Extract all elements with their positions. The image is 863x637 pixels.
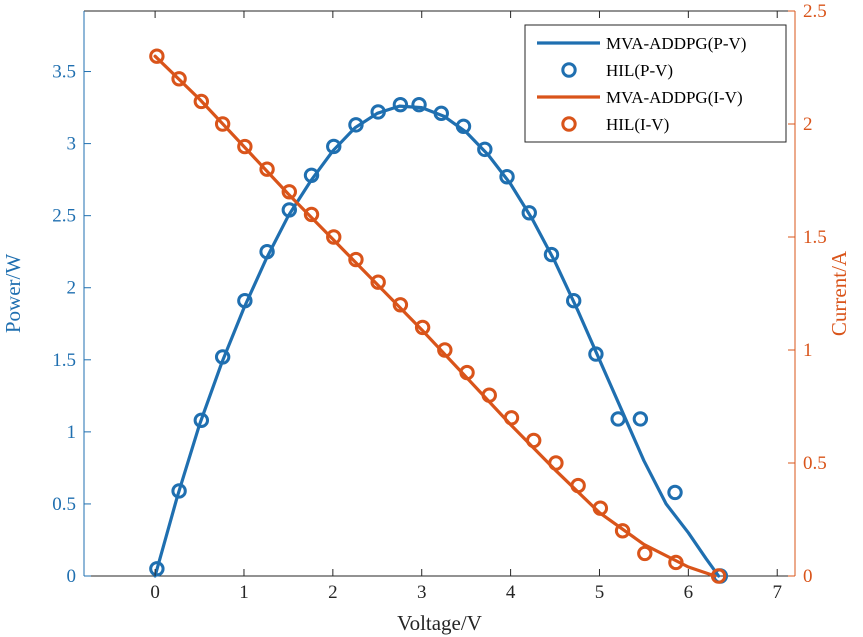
data-point	[149, 48, 165, 64]
data-point	[614, 523, 631, 539]
legend-label: MVA-ADDPG(P-V)	[606, 34, 746, 53]
x-tick-label: 7	[772, 582, 782, 603]
x-axis-label: Voltage/V	[397, 611, 482, 635]
data-point	[481, 387, 497, 403]
legend-item: MVA-ADDPG(I-V)	[537, 88, 743, 107]
data-point	[348, 251, 364, 268]
series-line	[153, 54, 717, 578]
x-tick-label: 5	[595, 582, 605, 603]
data-point	[710, 568, 727, 584]
x-tick-label: 1	[239, 582, 249, 603]
data-point	[237, 293, 253, 309]
data-point	[548, 455, 564, 471]
legend-marker-swatch	[561, 62, 577, 78]
series-2	[153, 54, 717, 578]
y-left-tick-label: 0	[67, 566, 77, 587]
data-point	[303, 206, 320, 223]
x-tick-label: 4	[506, 582, 516, 603]
legend-item: MVA-ADDPG(P-V)	[537, 34, 746, 53]
series-0	[153, 104, 721, 578]
data-point	[455, 118, 472, 135]
data-point	[303, 167, 320, 184]
data-point	[610, 411, 626, 427]
series-1	[149, 96, 729, 584]
legend-label: HIL(P-V)	[606, 61, 673, 80]
data-point	[214, 116, 231, 132]
data-point	[433, 105, 449, 122]
y-left-axis-label: Power/W	[1, 254, 25, 333]
data-point	[326, 138, 342, 155]
x-tick-label: 2	[328, 582, 338, 603]
y-right-tick-label: 0	[803, 566, 813, 587]
data-point	[437, 342, 453, 358]
legend-marker-swatch	[561, 116, 577, 132]
data-point	[632, 411, 649, 427]
data-point	[392, 96, 409, 113]
data-point	[592, 500, 609, 516]
y-right-tick-label: 2	[803, 114, 813, 135]
data-point	[237, 138, 253, 155]
data-point	[392, 297, 409, 313]
y-right-axis-label: Current/A	[827, 250, 851, 336]
data-point	[526, 432, 542, 449]
data-point	[326, 229, 342, 245]
data-point	[193, 412, 210, 429]
x-tick-label: 0	[150, 582, 160, 603]
data-point	[667, 484, 683, 501]
data-point	[668, 554, 684, 571]
x-tick-label: 6	[684, 582, 694, 603]
data-point	[566, 293, 582, 309]
data-point	[214, 349, 231, 365]
data-point	[459, 364, 475, 381]
data-point	[171, 483, 187, 499]
series-layer	[149, 48, 729, 584]
y-left-tick-label: 2.5	[52, 206, 76, 227]
series-line	[153, 104, 721, 578]
data-point	[570, 477, 586, 494]
data-point	[259, 161, 275, 177]
y-right-tick-label: 1.5	[803, 227, 827, 248]
legend-item: HIL(I-V)	[561, 115, 669, 134]
data-point	[503, 410, 520, 426]
data-point	[477, 141, 493, 158]
data-point	[588, 346, 604, 362]
legend-label: HIL(I-V)	[606, 115, 669, 134]
x-tick-label: 3	[417, 582, 427, 603]
data-point	[281, 202, 298, 218]
y-left-tick-label: 1.5	[52, 350, 76, 371]
data-point	[499, 169, 515, 185]
data-point	[411, 96, 427, 113]
data-point	[521, 205, 537, 221]
y-left-tick-label: 2	[67, 278, 77, 299]
y-left-tick-label: 0.5	[52, 494, 76, 515]
data-point	[370, 274, 386, 290]
legend-item: HIL(P-V)	[561, 61, 673, 80]
data-point	[543, 246, 560, 263]
data-point	[348, 117, 364, 133]
y-left-tick-label: 1	[67, 422, 77, 443]
data-point	[370, 104, 386, 120]
data-point	[193, 93, 210, 110]
y-right-tick-label: 1	[803, 340, 813, 361]
y-right-tick-label: 0.5	[803, 453, 827, 474]
legend: MVA-ADDPG(P-V) HIL(P-V) MVA-ADDPG(I-V) HIL(…	[524, 24, 787, 143]
data-point	[281, 184, 298, 200]
series-3	[149, 48, 727, 584]
data-point	[637, 545, 653, 562]
data-point	[414, 319, 431, 336]
data-point	[259, 244, 275, 260]
legend-label: MVA-ADDPG(I-V)	[606, 88, 743, 107]
y-left-tick-label: 3.5	[52, 62, 76, 83]
y-left-tick-label: 3	[67, 134, 77, 155]
plot-frame	[83, 10, 796, 577]
y-right-tick-label: 2.5	[803, 1, 827, 22]
data-point	[171, 71, 187, 87]
data-point	[149, 561, 165, 577]
